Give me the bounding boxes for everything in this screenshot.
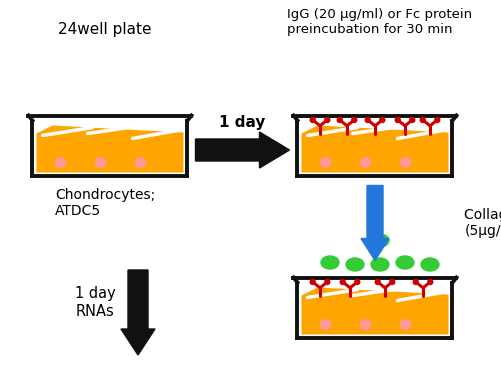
Circle shape: [395, 118, 400, 122]
Circle shape: [96, 157, 106, 167]
Polygon shape: [302, 288, 448, 334]
Ellipse shape: [371, 234, 389, 247]
Text: Chondrocytes;
ATDC5: Chondrocytes; ATDC5: [55, 187, 155, 218]
Circle shape: [361, 157, 371, 167]
Circle shape: [56, 157, 66, 167]
Circle shape: [361, 320, 371, 330]
Circle shape: [410, 118, 415, 122]
Circle shape: [355, 279, 360, 285]
Circle shape: [337, 118, 342, 122]
Ellipse shape: [396, 256, 414, 269]
Polygon shape: [302, 125, 448, 173]
Circle shape: [365, 118, 370, 122]
FancyArrow shape: [121, 270, 155, 355]
Text: 1 day: 1 day: [219, 115, 266, 129]
Circle shape: [310, 279, 315, 285]
Text: 1 day
RNAs: 1 day RNAs: [75, 286, 116, 319]
Circle shape: [321, 157, 331, 167]
Circle shape: [325, 279, 330, 285]
Circle shape: [352, 118, 357, 122]
Text: 24well plate: 24well plate: [58, 22, 152, 37]
Circle shape: [340, 279, 345, 285]
Ellipse shape: [321, 256, 339, 269]
Circle shape: [135, 157, 145, 167]
Circle shape: [413, 279, 418, 285]
FancyArrow shape: [195, 132, 290, 168]
Circle shape: [400, 320, 410, 330]
Polygon shape: [37, 125, 183, 173]
Circle shape: [380, 118, 385, 122]
Circle shape: [435, 118, 440, 122]
Circle shape: [428, 279, 433, 285]
Ellipse shape: [421, 258, 439, 271]
Text: IgG (20 μg/ml) or Fc protein
preincubation for 30 min: IgG (20 μg/ml) or Fc protein preincubati…: [288, 8, 472, 36]
Text: Collagen treat
(5μg/ml): Collagen treat (5μg/ml): [464, 208, 501, 238]
Circle shape: [420, 118, 425, 122]
Circle shape: [400, 157, 410, 167]
FancyArrow shape: [361, 186, 389, 260]
Ellipse shape: [371, 258, 389, 271]
Ellipse shape: [346, 258, 364, 271]
Circle shape: [375, 279, 380, 285]
Circle shape: [321, 320, 331, 330]
Circle shape: [310, 118, 315, 122]
Circle shape: [325, 118, 330, 122]
Circle shape: [390, 279, 395, 285]
